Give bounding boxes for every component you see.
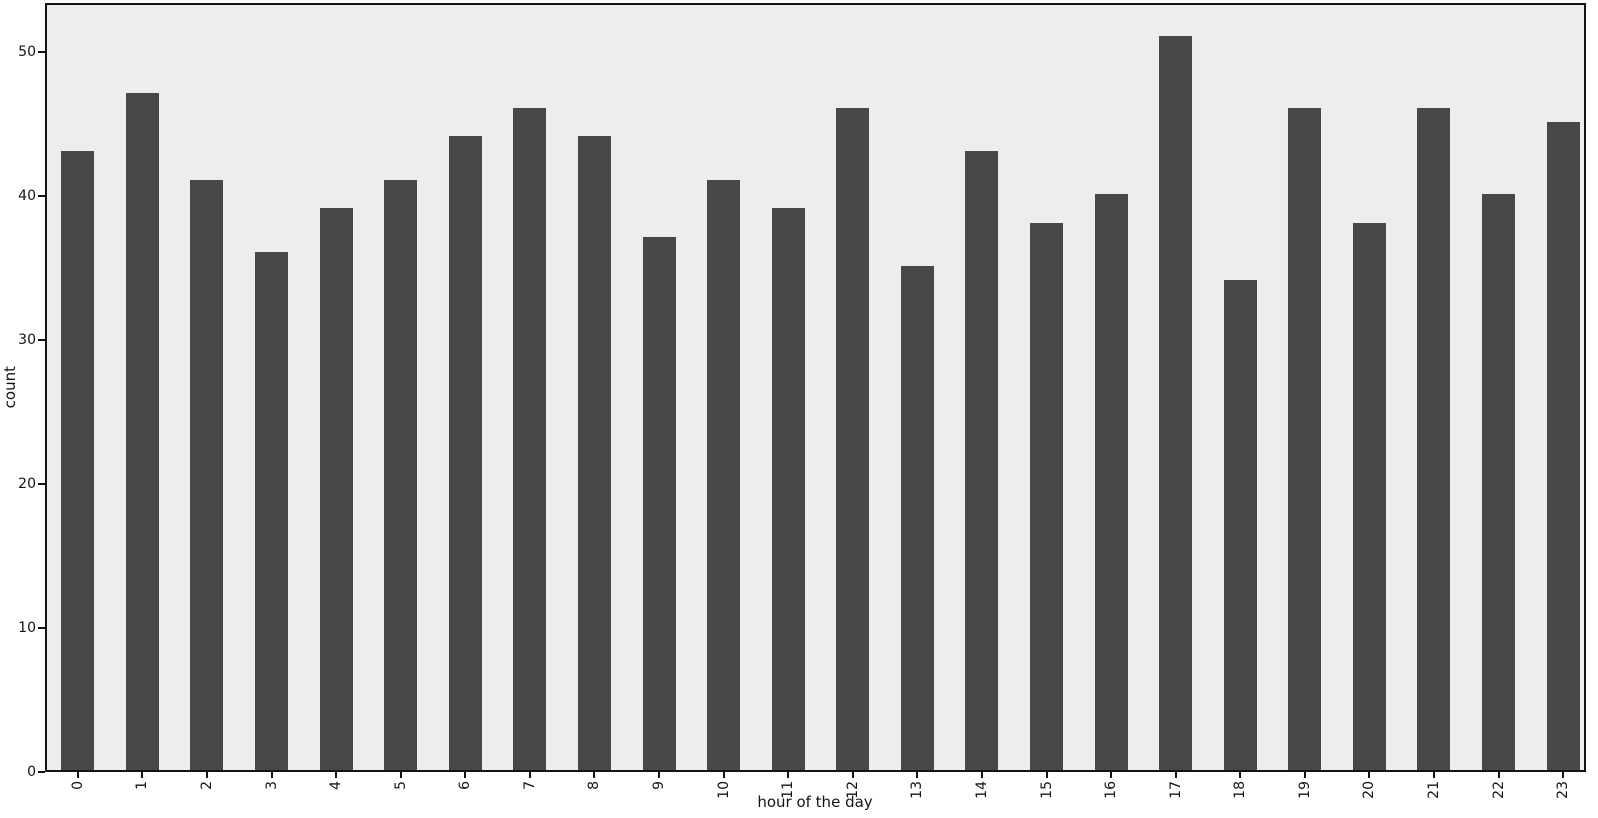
y-tick-mark-0 (38, 770, 45, 773)
x-tick-label-6: 6 (457, 781, 474, 790)
y-tick-mark-20 (38, 482, 45, 485)
x-tick-label-3: 3 (263, 781, 280, 790)
bar-hour-10 (707, 179, 741, 770)
bar-hour-19 (1288, 107, 1322, 770)
y-axis-label: count (1, 366, 19, 409)
bar-hour-3 (255, 251, 289, 770)
x-tick-label-2: 2 (198, 781, 215, 790)
bar-hour-14 (965, 150, 999, 770)
bar-hour-23 (1546, 122, 1580, 770)
bar-hour-7 (513, 107, 547, 770)
x-tick-label-22: 22 (1490, 781, 1507, 799)
x-tick-label-20: 20 (1361, 781, 1378, 799)
x-tick-mark-23 (1562, 772, 1565, 778)
x-tick-mark-22 (1497, 772, 1500, 778)
x-axis-label: hour of the day (757, 793, 873, 811)
y-tick-mark-30 (38, 338, 45, 341)
bar-hour-8 (577, 136, 611, 770)
bar-hour-9 (642, 237, 676, 770)
y-tick-label-30: 30 (18, 331, 36, 348)
bar-hour-16 (1094, 194, 1128, 770)
bar-hour-4 (319, 208, 353, 770)
x-tick-mark-4 (335, 772, 338, 778)
x-tick-mark-14 (980, 772, 983, 778)
x-tick-mark-10 (722, 772, 725, 778)
x-tick-label-16: 16 (1103, 781, 1120, 799)
x-tick-mark-12 (851, 772, 854, 778)
x-tick-mark-3 (270, 772, 273, 778)
x-tick-mark-8 (593, 772, 596, 778)
x-tick-label-15: 15 (1038, 781, 1055, 799)
bar-hour-0 (61, 150, 95, 770)
bar-hour-20 (1352, 222, 1386, 770)
x-tick-mark-19 (1303, 772, 1306, 778)
bar-hour-5 (384, 179, 418, 770)
x-tick-mark-20 (1368, 772, 1371, 778)
x-tick-label-8: 8 (586, 781, 603, 790)
x-tick-mark-5 (399, 772, 402, 778)
x-tick-mark-2 (205, 772, 208, 778)
x-tick-label-23: 23 (1555, 781, 1572, 799)
x-tick-mark-1 (141, 772, 144, 778)
bar-hour-22 (1482, 194, 1516, 770)
x-tick-mark-9 (658, 772, 661, 778)
x-tick-label-7: 7 (521, 781, 538, 790)
y-tick-label-0: 0 (27, 763, 36, 780)
x-tick-mark-15 (1045, 772, 1048, 778)
y-tick-label-10: 10 (18, 619, 36, 636)
y-tick-mark-40 (38, 194, 45, 197)
bar-hour-17 (1159, 35, 1193, 770)
x-tick-label-18: 18 (1232, 781, 1249, 799)
x-tick-mark-7 (528, 772, 531, 778)
y-tick-label-40: 40 (18, 187, 36, 204)
plot-area (45, 3, 1586, 772)
y-tick-mark-50 (38, 50, 45, 53)
bar-hour-1 (125, 93, 159, 770)
x-tick-label-19: 19 (1296, 781, 1313, 799)
x-tick-label-14: 14 (973, 781, 990, 799)
x-tick-mark-17 (1174, 772, 1177, 778)
bar-hour-12 (836, 107, 870, 770)
y-tick-label-20: 20 (18, 475, 36, 492)
bar-hour-2 (190, 179, 224, 770)
x-tick-label-9: 9 (651, 781, 668, 790)
x-tick-label-17: 17 (1167, 781, 1184, 799)
bar-hour-15 (1030, 222, 1063, 770)
x-tick-mark-13 (916, 772, 919, 778)
x-tick-label-1: 1 (134, 781, 151, 790)
x-tick-mark-16 (1110, 772, 1113, 778)
x-tick-mark-6 (464, 772, 467, 778)
x-tick-label-5: 5 (392, 781, 409, 790)
y-tick-label-50: 50 (18, 43, 36, 60)
bar-hour-13 (900, 266, 934, 770)
x-tick-label-4: 4 (328, 781, 345, 790)
x-tick-mark-11 (787, 772, 790, 778)
x-tick-mark-21 (1432, 772, 1435, 778)
bar-hour-6 (448, 136, 482, 770)
bar-hour-21 (1417, 107, 1451, 770)
x-tick-label-21: 21 (1425, 781, 1442, 799)
y-tick-mark-10 (38, 626, 45, 629)
x-tick-mark-18 (1239, 772, 1242, 778)
x-tick-mark-0 (76, 772, 79, 778)
x-tick-label-0: 0 (69, 781, 86, 790)
bar-hour-11 (771, 208, 805, 770)
bar-hour-18 (1223, 280, 1257, 770)
